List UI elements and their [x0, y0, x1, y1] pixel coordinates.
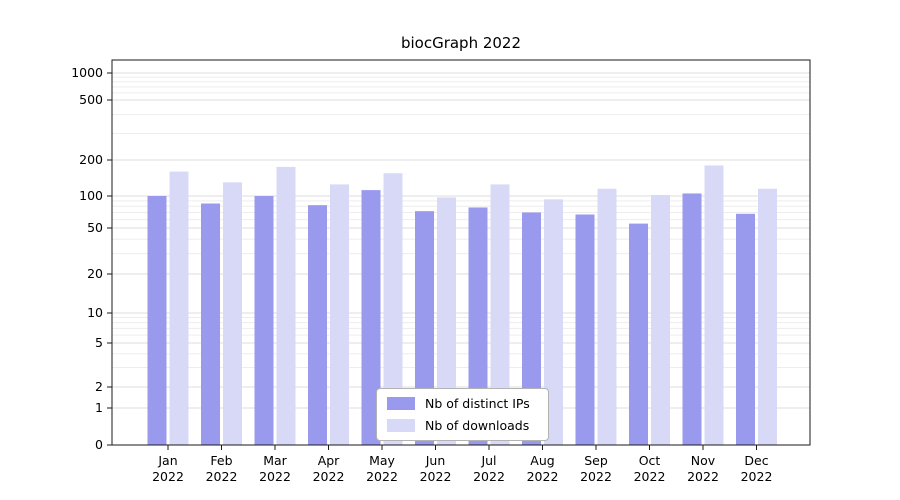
legend: Nb of distinct IPs Nb of downloads [376, 388, 549, 441]
svg-text:2022: 2022 [527, 469, 559, 484]
svg-text:100: 100 [79, 188, 103, 203]
bar [437, 197, 456, 445]
svg-text:1000: 1000 [71, 65, 103, 80]
svg-text:2022: 2022 [687, 469, 719, 484]
bars-downloads [169, 165, 777, 445]
svg-text:10: 10 [87, 305, 103, 320]
bar [490, 184, 510, 445]
x-axis-labels: Jan2022Feb2022Mar2022Apr2022May2022Jun20… [152, 445, 772, 484]
svg-text:2022: 2022 [473, 469, 505, 484]
svg-text:50: 50 [87, 220, 103, 235]
bar [468, 207, 488, 445]
svg-text:2022: 2022 [206, 469, 238, 484]
bars-distinct-ips [147, 190, 755, 445]
bar [254, 196, 274, 445]
bar [682, 193, 702, 445]
svg-text:2022: 2022 [259, 469, 291, 484]
svg-text:5: 5 [95, 335, 103, 350]
svg-text:Nov: Nov [691, 453, 716, 468]
y-axis-labels: 0 1 2 5 10 20 50 100 200 500 1000 [71, 65, 112, 452]
bar [544, 199, 563, 445]
svg-text:Jun: Jun [425, 453, 446, 468]
legend-entry: Nb of downloads [387, 418, 530, 433]
legend-label: Nb of distinct IPs [425, 396, 530, 411]
bar [330, 184, 349, 445]
svg-text:Oct: Oct [639, 453, 661, 468]
bar [201, 203, 220, 445]
bar [308, 205, 327, 445]
bar [276, 166, 296, 445]
axis-box [111, 59, 811, 446]
legend-entry: Nb of distinct IPs [387, 396, 530, 411]
bar [597, 188, 617, 445]
svg-text:2022: 2022 [366, 469, 398, 484]
bar [361, 190, 381, 445]
svg-text:200: 200 [79, 152, 103, 167]
svg-text:May: May [369, 453, 395, 468]
svg-text:2022: 2022 [313, 469, 345, 484]
svg-text:2022: 2022 [152, 469, 184, 484]
bar [736, 213, 755, 445]
svg-text:Dec: Dec [744, 453, 768, 468]
bar [223, 182, 242, 445]
svg-text:Aug: Aug [530, 453, 554, 468]
legend-swatch-downloads [387, 419, 415, 432]
svg-text:Apr: Apr [318, 453, 340, 468]
svg-text:0: 0 [95, 437, 103, 452]
svg-text:Jan: Jan [157, 453, 177, 468]
svg-text:Sep: Sep [584, 453, 608, 468]
bar [651, 194, 670, 445]
bar [629, 223, 648, 445]
bar [522, 212, 541, 445]
bar [575, 214, 595, 445]
svg-text:500: 500 [79, 92, 103, 107]
bar [704, 165, 724, 445]
svg-text:Feb: Feb [210, 453, 232, 468]
bar [758, 188, 777, 445]
svg-text:2022: 2022 [741, 469, 773, 484]
chart-title: biocGraph 2022 [400, 34, 522, 52]
bar [415, 211, 434, 445]
bar [169, 171, 189, 445]
svg-text:2022: 2022 [580, 469, 612, 484]
svg-text:20: 20 [87, 266, 103, 281]
bar [383, 173, 403, 445]
legend-label: Nb of downloads [425, 418, 530, 433]
svg-text:Mar: Mar [263, 453, 287, 468]
svg-text:1: 1 [95, 400, 103, 415]
svg-text:Jul: Jul [480, 453, 496, 468]
bar [147, 196, 167, 445]
svg-text:2022: 2022 [420, 469, 452, 484]
svg-text:2022: 2022 [634, 469, 666, 484]
legend-swatch-distinct-ips [387, 397, 415, 410]
svg-text:2: 2 [95, 379, 103, 394]
